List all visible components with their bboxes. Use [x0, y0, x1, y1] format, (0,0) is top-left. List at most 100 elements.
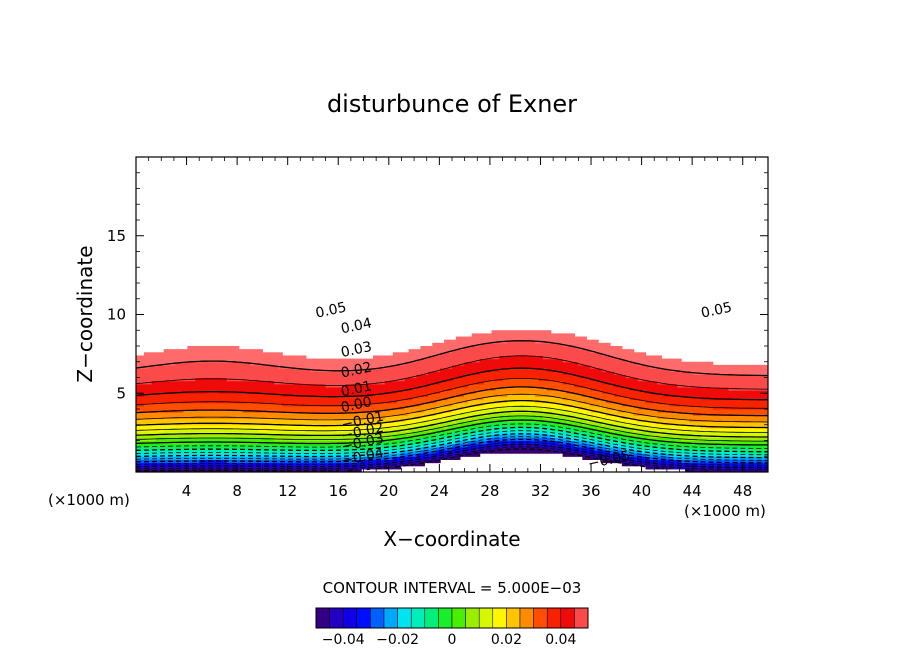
field-cell: [546, 418, 552, 423]
field-cell: [155, 465, 161, 470]
field-cell: [621, 456, 627, 460]
field-cell: [262, 402, 267, 407]
field-cell: [333, 377, 339, 382]
field-cell: [475, 446, 481, 451]
field-cell: [613, 434, 619, 438]
field-cell: [594, 377, 599, 382]
field-cell: [416, 364, 421, 369]
field-cell: [349, 402, 354, 407]
field-cell: [562, 374, 568, 379]
field-cell: [207, 346, 212, 350]
field-cell: [258, 390, 263, 394]
field-cell: [353, 462, 358, 467]
field-cell: [408, 405, 414, 410]
field-cell: [143, 383, 149, 388]
field-cell: [507, 405, 512, 410]
field-cell: [361, 358, 366, 363]
field-cell: [365, 456, 370, 460]
field-cell: [428, 377, 433, 382]
field-cell: [653, 361, 658, 366]
field-cell: [534, 386, 540, 391]
field-cell: [610, 390, 615, 394]
field-cell: [653, 440, 658, 445]
field-cell: [187, 355, 192, 360]
field-cell: [452, 412, 457, 416]
field-cell: [171, 434, 177, 438]
field-cell: [262, 383, 267, 388]
field-cell: [329, 377, 335, 382]
field-cell: [246, 380, 252, 385]
field-cell: [254, 355, 260, 360]
field-cell: [578, 383, 583, 388]
field-cell: [404, 377, 410, 382]
field-cell: [463, 380, 469, 385]
field-cell: [586, 427, 591, 432]
field-cell: [424, 390, 429, 394]
field-cell: [380, 412, 386, 416]
field-cell: [467, 402, 473, 407]
field-cell: [432, 364, 437, 369]
field-cell: [590, 418, 595, 423]
field-cell: [349, 390, 354, 394]
field-cell: [503, 383, 508, 388]
field-cell: [637, 412, 643, 416]
field-cell: [475, 380, 481, 385]
field-cell: [365, 358, 370, 363]
field-cell: [550, 396, 556, 401]
field-cell: [531, 342, 536, 347]
field-cell: [388, 409, 394, 413]
field-cell: [369, 361, 374, 366]
field-cell: [226, 349, 232, 353]
field-cell: [388, 446, 394, 451]
field-cell: [266, 405, 271, 410]
field-cell: [171, 386, 177, 391]
field-cell: [187, 383, 192, 388]
field-cell: [436, 418, 441, 423]
field-cell: [412, 446, 418, 451]
field-cell: [179, 434, 184, 438]
field-cell: [566, 424, 572, 429]
field-cell: [400, 453, 406, 457]
field-cell: [139, 459, 145, 464]
field-cell: [139, 412, 145, 416]
field-cell: [440, 456, 445, 460]
field-cell: [313, 393, 319, 397]
field-cell: [586, 440, 591, 445]
field-cell: [507, 352, 512, 357]
field-cell: [629, 440, 635, 445]
field-cell: [226, 355, 232, 360]
field-cell: [527, 399, 532, 404]
field-cell: [337, 424, 342, 429]
field-cell: [606, 361, 611, 366]
field-cell: [373, 390, 378, 394]
field-cell: [452, 390, 457, 394]
field-cell: [519, 330, 524, 334]
field-cell: [570, 434, 576, 438]
field-cell: [479, 409, 485, 413]
field-cell: [305, 453, 311, 457]
field-cell: [594, 355, 599, 360]
field-cell: [428, 383, 433, 388]
field-cell: [262, 437, 267, 442]
field-cell: [392, 412, 398, 416]
field-cell: [373, 364, 378, 369]
field-cell: [238, 368, 244, 372]
field-cell: [606, 383, 611, 388]
field-cell: [329, 427, 335, 432]
field-cell: [519, 443, 524, 448]
field-cell: [337, 453, 342, 457]
field-cell: [606, 393, 611, 397]
field-cell: [199, 431, 204, 435]
field-cell: [558, 352, 564, 357]
field-cell: [436, 456, 441, 460]
field-cell: [282, 355, 287, 360]
field-cell: [282, 361, 287, 366]
field-cell: [554, 405, 560, 410]
field-cell: [625, 415, 631, 420]
field-cell: [400, 437, 406, 442]
field-cell: [511, 352, 516, 357]
field-cell: [294, 443, 299, 448]
field-cell: [262, 421, 267, 426]
field-cell: [566, 412, 572, 416]
field-cell: [325, 409, 331, 413]
